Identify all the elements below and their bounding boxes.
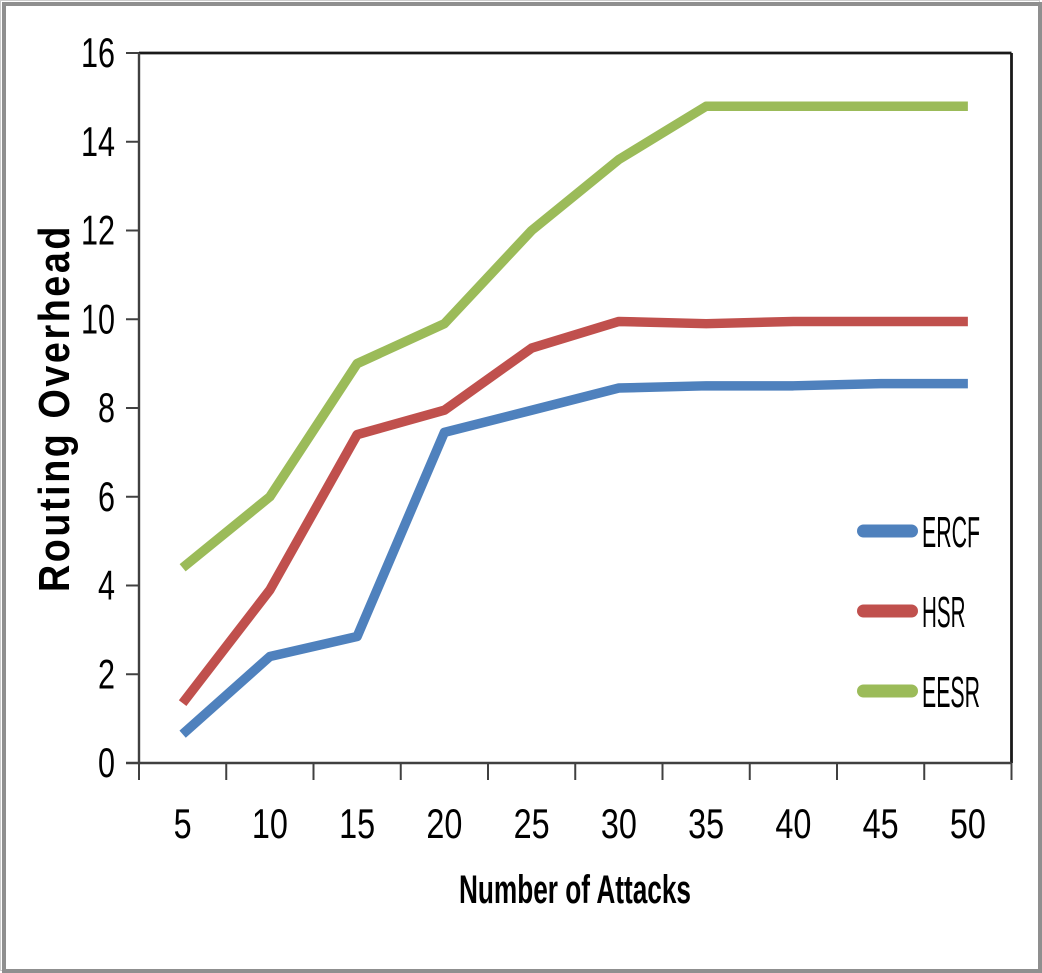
series-line-hsr: [178, 316, 968, 706]
legend-label-eesr: EESR: [922, 668, 980, 717]
series-line-eesr: [179, 101, 968, 572]
x-axis-tick-label: 35: [688, 800, 724, 847]
y-axis-tick-label: 12: [81, 207, 115, 254]
y-axis-tick-label: 0: [98, 739, 115, 786]
legend-label-ercf: ERCF: [922, 508, 980, 557]
y-axis-tick-label: 10: [81, 295, 115, 342]
legend-swatch-eesr: [857, 684, 918, 698]
x-axis-tick-label: 25: [514, 800, 550, 847]
x-axis-tick-label: 40: [775, 800, 811, 847]
x-axis-tick-label: 50: [950, 800, 986, 847]
y-axis-tick-label: 2: [98, 650, 115, 697]
x-axis-tick-label: 45: [863, 800, 899, 847]
chart-generated-content: 5 10 15 20 25 30 35 40 45 50 0 2 4 6 8 10 12 14 16 ERCF HSR E…: [81, 29, 1013, 847]
legend-swatch-ercf: [857, 524, 918, 538]
x-axis-tick-label: 10: [252, 800, 288, 847]
series-line-ercf: [179, 378, 968, 738]
y-axis-title: Routing Overhead: [30, 224, 79, 592]
x-axis-tick-label: 20: [426, 800, 462, 847]
legend-label-hsr: HSR: [922, 588, 966, 637]
x-axis-tick-label: 5: [174, 800, 192, 847]
legend-swatch-hsr: [857, 604, 918, 618]
y-axis-tick-label: 14: [81, 118, 115, 165]
y-axis-tick-label: 6: [98, 473, 115, 520]
x-axis-title: Number of Attacks: [459, 868, 691, 912]
x-axis-tick-label: 15: [339, 800, 375, 847]
y-axis-tick-label: 8: [98, 384, 115, 431]
y-axis-tick-label: 16: [81, 29, 115, 76]
x-axis-tick-label: 30: [601, 800, 637, 847]
y-axis-tick-label: 4: [98, 562, 115, 609]
routing-overhead-line-chart: 5 10 15 20 25 30 35 40 45 50 0 2 4 6 8 10 12 14 16 ERCF HSR E…: [30, 29, 1013, 912]
